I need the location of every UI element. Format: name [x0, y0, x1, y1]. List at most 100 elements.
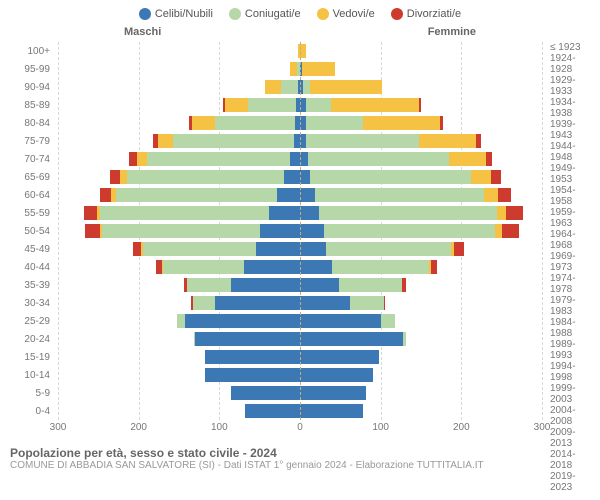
- y-tick-age-label: 55-59: [24, 208, 50, 219]
- bar-segment: [300, 242, 326, 256]
- y-tick-birth: 1959-1963: [546, 207, 596, 229]
- y-tick-birth-label: 1964-1968: [550, 229, 596, 251]
- bar-segment: [502, 224, 520, 238]
- bar-segment: [310, 170, 471, 184]
- bar-segment: [350, 296, 384, 310]
- bar-segment: [129, 152, 137, 166]
- male-side: [58, 62, 300, 76]
- y-tick-age: 20-24: [4, 330, 54, 348]
- y-tick-age-label: 100+: [27, 46, 50, 57]
- bar-segment: [215, 116, 296, 130]
- legend-label: Divorziati/e: [407, 8, 461, 20]
- y-tick-birth: 1994-1998: [546, 361, 596, 383]
- y-tick-age-label: 75-79: [24, 136, 50, 147]
- bar-segment: [315, 188, 484, 202]
- bar-segment: [300, 152, 308, 166]
- male-side: [58, 350, 300, 364]
- bar-segment: [277, 188, 300, 202]
- y-tick-birth-label: ≤ 1923: [550, 42, 581, 53]
- female-side: [300, 80, 542, 94]
- y-tick-birth-label: 1939-1943: [550, 119, 596, 141]
- y-tick-birth-label: 2019-2023: [550, 471, 596, 493]
- y-tick-birth: 1989-1993: [546, 339, 596, 361]
- female-side: [300, 260, 542, 274]
- bar-segment: [403, 332, 406, 346]
- bar-segment: [381, 314, 396, 328]
- y-tick-birth: 2019-2023: [546, 471, 596, 493]
- bar-segment: [306, 98, 330, 112]
- bar-segment: [476, 134, 481, 148]
- bar-segment: [497, 206, 507, 220]
- bar-segment: [306, 134, 419, 148]
- y-tick-age: 80-84: [4, 114, 54, 132]
- legend-item: Vedovi/e: [317, 8, 375, 20]
- female-side: [300, 314, 542, 328]
- bar-segment: [265, 80, 281, 94]
- y-tick-birth: 1924-1928: [546, 53, 596, 75]
- bar-segment: [147, 152, 291, 166]
- y-tick-age-label: 30-34: [24, 298, 50, 309]
- y-tick-age: 65-69: [4, 168, 54, 186]
- bar-segment: [284, 170, 300, 184]
- bar-segment: [110, 170, 120, 184]
- female-side: [300, 44, 542, 58]
- y-tick-birth-label: 1954-1958: [550, 185, 596, 207]
- bar-segment: [143, 242, 256, 256]
- male-side: [58, 314, 300, 328]
- bar-segment: [133, 242, 141, 256]
- bar-segment: [248, 98, 296, 112]
- bar-segment: [300, 296, 350, 310]
- female-side: [300, 224, 542, 238]
- x-tick: 200: [130, 422, 147, 433]
- center-line: [300, 42, 301, 420]
- y-tick-age: 95-99: [4, 60, 54, 78]
- bar-segment: [300, 224, 324, 238]
- y-tick-age: 5-9: [4, 384, 54, 402]
- bar-segment: [419, 134, 475, 148]
- male-side: [58, 98, 300, 112]
- male-side: [58, 152, 300, 166]
- bar-segment: [484, 188, 499, 202]
- bar-segment: [491, 170, 501, 184]
- female-side: [300, 206, 542, 220]
- legend-label: Celibi/Nubili: [155, 8, 213, 20]
- female-header: Femmine: [428, 26, 476, 38]
- legend-swatch: [391, 8, 403, 20]
- bar-segment: [498, 188, 511, 202]
- y-tick-birth: 1974-1978: [546, 273, 596, 295]
- bar-segment: [300, 332, 403, 346]
- x-tick: 0: [297, 422, 303, 433]
- y-tick-birth: 1949-1953: [546, 163, 596, 185]
- y-tick-birth: 1934-1938: [546, 97, 596, 119]
- y-tick-age: 40-44: [4, 258, 54, 276]
- y-tick-age: 30-34: [4, 294, 54, 312]
- bar-segment: [308, 152, 449, 166]
- y-tick-birth-label: 1989-1993: [550, 339, 596, 361]
- bar-segment: [300, 404, 363, 418]
- y-tick-birth-label: 1949-1953: [550, 163, 596, 185]
- y-tick-age: 25-29: [4, 312, 54, 330]
- bar-segment: [319, 206, 496, 220]
- bar-segment: [195, 332, 300, 346]
- y-tick-age: 70-74: [4, 150, 54, 168]
- y-tick-birth: 1979-1983: [546, 295, 596, 317]
- y-tick-birth-label: 1929-1933: [550, 75, 596, 97]
- y-tick-age-label: 80-84: [24, 118, 50, 129]
- bar-segment: [102, 224, 259, 238]
- bar-segment: [486, 152, 492, 166]
- population-pyramid-chart: Celibi/Nubili Coniugati/e Vedovi/e Divorzia…: [0, 0, 600, 475]
- bar-segment: [324, 224, 495, 238]
- y-tick-birth-label: 1969-1973: [550, 251, 596, 273]
- bar-segment: [454, 242, 464, 256]
- x-tick: 200: [453, 422, 470, 433]
- y-ticks-age: 100+95-9990-9485-8980-8475-7970-7465-696…: [4, 42, 54, 420]
- bar-segment: [300, 170, 310, 184]
- bar-segment: [300, 314, 381, 328]
- y-tick-birth-label: 2014-2018: [550, 449, 596, 471]
- y-tick-birth: 1929-1933: [546, 75, 596, 97]
- female-side: [300, 296, 542, 310]
- legend-item: Coniugati/e: [229, 8, 301, 20]
- bar-segment: [193, 296, 216, 310]
- bar-segment: [449, 152, 485, 166]
- female-side: [300, 278, 542, 292]
